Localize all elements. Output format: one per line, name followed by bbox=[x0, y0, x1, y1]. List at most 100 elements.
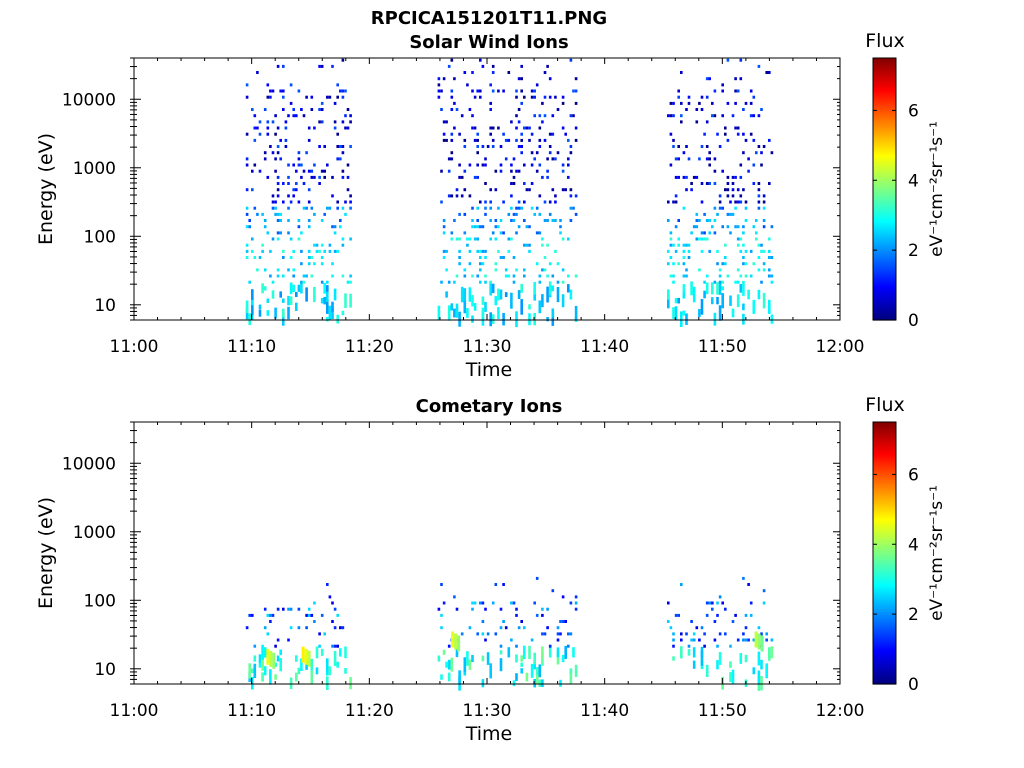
heatmap-cell bbox=[541, 237, 544, 241]
heatmap-cell bbox=[564, 188, 567, 192]
heatmap-cell bbox=[543, 632, 547, 636]
heatmap-cell bbox=[734, 89, 737, 93]
heatmap-cell bbox=[502, 231, 505, 235]
heatmap-cell bbox=[484, 157, 487, 161]
heatmap-cell bbox=[331, 307, 334, 319]
heatmap-cell bbox=[497, 206, 500, 210]
heatmap-cell bbox=[711, 225, 714, 229]
colorbar-swatch bbox=[873, 164, 896, 168]
heatmap-cell bbox=[669, 101, 673, 105]
heatmap-cell bbox=[251, 188, 254, 192]
heatmap-cell bbox=[724, 132, 727, 136]
heatmap-cell bbox=[473, 237, 477, 241]
heatmap-cell bbox=[530, 95, 534, 99]
colorbar-swatch bbox=[873, 555, 896, 558]
heatmap-cell bbox=[752, 299, 756, 314]
heatmap-cell bbox=[486, 652, 490, 665]
heatmap-cell bbox=[494, 262, 498, 266]
heatmap-cell bbox=[507, 647, 511, 658]
heatmap-cell bbox=[574, 77, 578, 81]
heatmap-cell bbox=[248, 613, 251, 617]
heatmap-cell bbox=[295, 169, 298, 173]
heatmap-cell bbox=[692, 175, 696, 179]
heatmap-cell bbox=[323, 169, 326, 173]
heatmap-cell bbox=[530, 89, 534, 93]
heatmap-cell bbox=[680, 101, 683, 105]
heatmap-cell bbox=[271, 151, 275, 155]
heatmap-cell bbox=[437, 89, 441, 93]
heatmap-cell bbox=[721, 89, 724, 93]
heatmap-cell bbox=[747, 289, 750, 300]
colorbar-swatch bbox=[873, 178, 896, 182]
heatmap-cell bbox=[731, 308, 735, 318]
heatmap-cell bbox=[525, 188, 529, 192]
heatmap-cell bbox=[680, 311, 683, 327]
heatmap-cell bbox=[302, 114, 306, 118]
heatmap-cell bbox=[561, 595, 565, 599]
colorbar-swatch bbox=[873, 538, 896, 542]
heatmap-cell bbox=[450, 194, 454, 198]
heatmap-cell bbox=[716, 660, 719, 670]
colorbar-swatch bbox=[873, 626, 896, 630]
heatmap-cell bbox=[331, 301, 334, 312]
heatmap-cell bbox=[453, 219, 456, 222]
heatmap-cell bbox=[263, 286, 267, 291]
colorbar-swatch bbox=[873, 483, 896, 487]
heatmap-cell bbox=[253, 163, 257, 167]
heatmap-cell bbox=[269, 95, 272, 99]
colorbar-swatch bbox=[873, 74, 896, 78]
heatmap-cell bbox=[504, 292, 508, 297]
heatmap-cell bbox=[323, 249, 326, 253]
heatmap-cell bbox=[543, 95, 547, 99]
heatmap-cell bbox=[770, 314, 774, 324]
heatmap-cell bbox=[768, 656, 771, 661]
heatmap-cell bbox=[705, 157, 709, 161]
heatmap-cell bbox=[297, 157, 301, 161]
heatmap-cell bbox=[685, 188, 688, 192]
cometary-plot-frame bbox=[133, 421, 841, 685]
heatmap-cell bbox=[680, 638, 683, 642]
y-tick-label: 10000 bbox=[62, 90, 116, 110]
heatmap-cell bbox=[276, 274, 280, 278]
heatmap-cell bbox=[762, 194, 766, 198]
heatmap-cell bbox=[442, 249, 446, 253]
heatmap-cell bbox=[245, 163, 249, 167]
heatmap-cell bbox=[489, 200, 492, 204]
heatmap-cell bbox=[455, 647, 459, 658]
heatmap-cell bbox=[292, 163, 295, 167]
heatmap-cell bbox=[251, 249, 254, 253]
heatmap-cell bbox=[533, 212, 536, 216]
colorbar-swatch bbox=[873, 450, 896, 454]
colorbar-swatch bbox=[873, 150, 896, 153]
heatmap-cell bbox=[747, 157, 750, 161]
heatmap-cell bbox=[535, 576, 539, 580]
heatmap-cell bbox=[302, 280, 306, 284]
heatmap-cell bbox=[276, 268, 280, 272]
colorbar-swatch bbox=[873, 616, 896, 620]
heatmap-cell bbox=[757, 182, 761, 185]
colorbar-swatch bbox=[873, 424, 896, 427]
heatmap-cell bbox=[302, 274, 306, 278]
heatmap-hotspot-cell bbox=[266, 648, 270, 665]
heatmap-cell bbox=[744, 138, 748, 142]
colorbar-swatch bbox=[873, 614, 896, 618]
heatmap-cell bbox=[274, 157, 277, 161]
colorbar-swatch bbox=[873, 602, 896, 605]
heatmap-cell bbox=[574, 601, 578, 605]
heatmap-cell bbox=[721, 114, 724, 118]
colorbar-swatch bbox=[873, 301, 896, 305]
heatmap-cell bbox=[481, 262, 485, 266]
x-tick-label: 11:10 bbox=[227, 701, 276, 721]
heatmap-cell bbox=[705, 601, 709, 605]
heatmap-cell bbox=[512, 274, 516, 278]
heatmap-cell bbox=[499, 658, 503, 672]
heatmap-cell bbox=[484, 274, 487, 278]
heatmap-cell bbox=[476, 219, 479, 222]
heatmap-cell bbox=[447, 644, 451, 648]
heatmap-cell bbox=[515, 607, 518, 611]
heatmap-cell bbox=[762, 219, 766, 222]
heatmap-cell bbox=[525, 672, 529, 682]
heatmap-cell bbox=[760, 676, 763, 691]
heatmap-cell bbox=[716, 282, 719, 295]
heatmap-cell bbox=[520, 138, 523, 142]
